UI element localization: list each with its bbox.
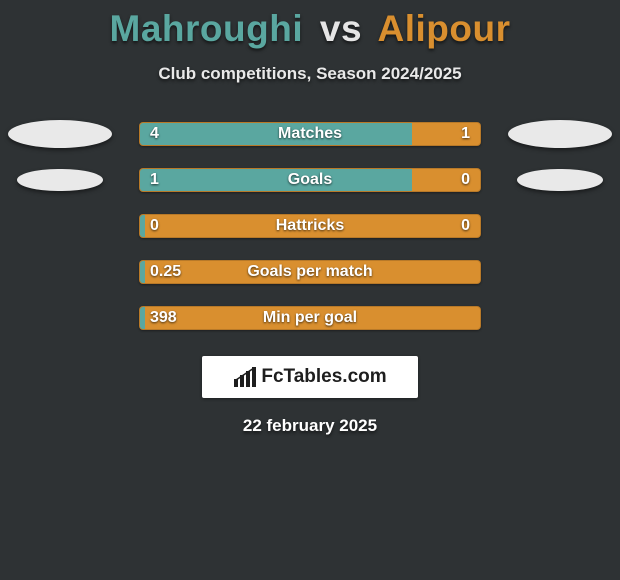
logo-text: FcTables.com	[261, 366, 386, 388]
stat-row: 10Goals	[0, 168, 620, 192]
stat-value-left: 398	[150, 307, 177, 329]
stat-value-left: 4	[150, 123, 159, 145]
stat-row: 398Min per goal	[0, 306, 620, 330]
stat-row: 0.25Goals per match	[0, 260, 620, 284]
stat-bar-right	[145, 307, 480, 329]
stat-row: 41Matches	[0, 122, 620, 146]
stat-bar: 10Goals	[139, 168, 481, 192]
subtitle: Club competitions, Season 2024/2025	[0, 64, 620, 84]
stat-value-left: 0.25	[150, 261, 181, 283]
comparison-title: Mahroughi vs Alipour	[0, 0, 620, 50]
stat-value-left: 0	[150, 215, 159, 237]
stat-value-right: 1	[461, 123, 470, 145]
stat-bar-left	[140, 123, 412, 145]
date-text: 22 february 2025	[0, 416, 620, 436]
stat-row: 00Hattricks	[0, 214, 620, 238]
player2-ellipse-icon	[508, 120, 612, 148]
stat-value-right: 0	[461, 215, 470, 237]
fctables-logo: FcTables.com	[202, 356, 418, 398]
stat-value-left: 1	[150, 169, 159, 191]
stat-bar: 0.25Goals per match	[139, 260, 481, 284]
player1-ellipse-icon	[17, 169, 102, 192]
stat-bar: 398Min per goal	[139, 306, 481, 330]
stat-bar-right	[145, 215, 480, 237]
stat-bar-right	[145, 261, 480, 283]
stat-bar-left	[140, 169, 412, 191]
player1-name: Mahroughi	[110, 8, 304, 49]
vs-text: vs	[320, 8, 362, 49]
stats-rows: 41Matches10Goals00Hattricks0.25Goals per…	[0, 122, 620, 330]
player2-ellipse-icon	[517, 169, 602, 192]
stat-value-right: 0	[461, 169, 470, 191]
stat-bar: 00Hattricks	[139, 214, 481, 238]
stat-bar: 41Matches	[139, 122, 481, 146]
player2-name: Alipour	[377, 8, 510, 49]
player1-ellipse-icon	[8, 120, 112, 148]
barchart-icon	[233, 367, 257, 387]
